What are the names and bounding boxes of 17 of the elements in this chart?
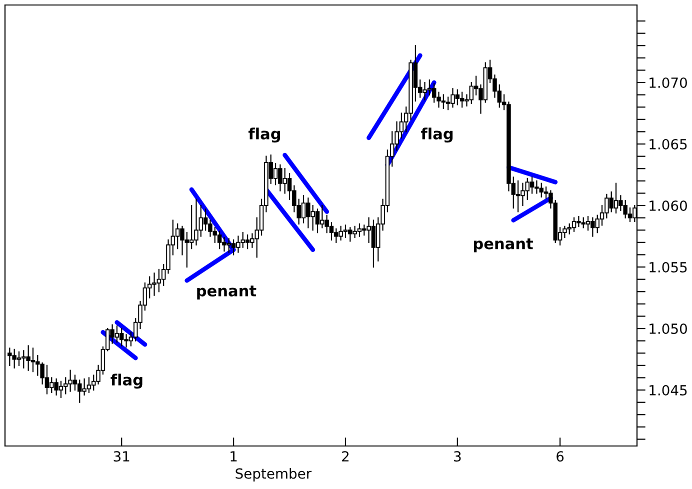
- y-tick-label: 1.050: [650, 323, 687, 334]
- y-tick-label: 1.045: [650, 385, 687, 396]
- y-tick-label: 1.070: [650, 77, 687, 88]
- y-tick-label: 1.055: [650, 262, 687, 272]
- x-tick-label: 31: [114, 451, 130, 462]
- x-axis-title: September: [236, 468, 312, 482]
- x-tick-label: 6: [556, 451, 564, 462]
- annotation: flag: [248, 128, 280, 143]
- annotation: flag: [110, 374, 142, 389]
- y-tick-label: 1.065: [650, 138, 687, 150]
- annotation: flag: [421, 128, 453, 143]
- annotation: penant: [474, 238, 533, 252]
- annotation: penant: [197, 286, 256, 300]
- x-tick-label: 1: [230, 451, 237, 462]
- x-tick-label: 2: [342, 451, 349, 462]
- x-tick-label: 3: [454, 451, 461, 462]
- y-tick-label: 1.060: [650, 200, 687, 211]
